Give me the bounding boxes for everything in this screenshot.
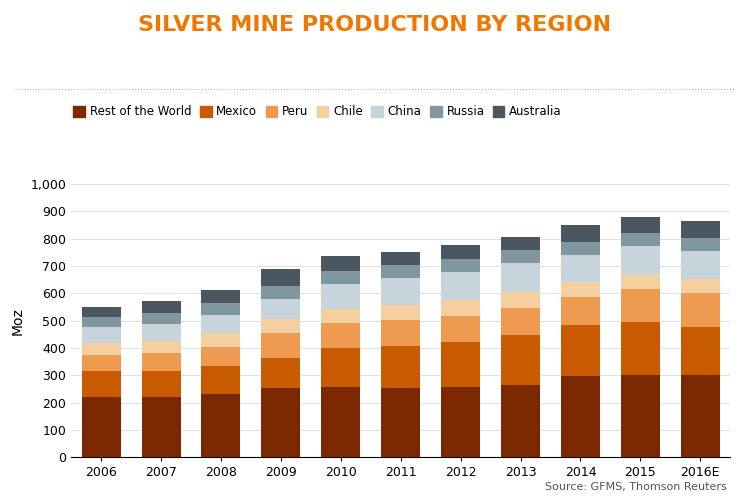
Bar — [321, 387, 360, 457]
Bar — [201, 394, 240, 457]
Bar — [381, 278, 420, 305]
Bar — [201, 303, 240, 315]
Bar — [561, 325, 600, 376]
Bar — [142, 397, 181, 457]
Bar — [381, 346, 420, 388]
Bar — [321, 284, 360, 309]
Bar — [142, 371, 181, 397]
Bar — [681, 375, 720, 457]
Bar — [82, 307, 121, 317]
Bar — [501, 263, 540, 292]
Bar — [561, 242, 600, 255]
Bar — [681, 251, 720, 279]
Bar — [201, 315, 240, 333]
Bar — [142, 301, 181, 313]
Bar — [681, 327, 720, 375]
Bar — [681, 279, 720, 293]
Bar — [142, 313, 181, 324]
Bar — [561, 225, 600, 242]
Bar — [561, 282, 600, 297]
Bar — [321, 309, 360, 323]
Bar — [561, 376, 600, 457]
Bar — [441, 272, 480, 300]
Bar — [501, 385, 540, 457]
Bar — [681, 293, 720, 327]
Bar — [441, 259, 480, 272]
Bar — [441, 387, 480, 457]
Bar — [501, 250, 540, 263]
Bar — [381, 265, 420, 278]
Bar — [441, 245, 480, 259]
Bar — [441, 316, 480, 342]
Text: Source: GFMS, Thomson Reuters: Source: GFMS, Thomson Reuters — [545, 482, 727, 492]
Bar — [381, 305, 420, 320]
Bar — [142, 340, 181, 353]
Bar — [261, 333, 300, 358]
Bar — [142, 353, 181, 371]
Bar — [261, 358, 300, 388]
Bar — [681, 238, 720, 251]
Bar — [381, 252, 420, 265]
Bar — [621, 275, 660, 289]
Bar — [321, 270, 360, 284]
Bar — [561, 297, 600, 325]
Bar — [501, 335, 540, 385]
Y-axis label: Moz: Moz — [11, 307, 25, 334]
Bar — [82, 328, 121, 343]
Bar — [321, 323, 360, 347]
Text: SILVER MINE PRODUCTION BY REGION: SILVER MINE PRODUCTION BY REGION — [138, 15, 611, 35]
Bar — [561, 255, 600, 282]
Bar — [261, 269, 300, 286]
Bar — [621, 289, 660, 322]
Bar — [621, 217, 660, 233]
Bar — [621, 375, 660, 457]
Bar — [142, 324, 181, 340]
Bar — [82, 397, 121, 457]
Legend: Rest of the World, Mexico, Peru, Chile, China, Russia, Australia: Rest of the World, Mexico, Peru, Chile, … — [73, 105, 562, 118]
Bar — [82, 343, 121, 355]
Bar — [501, 292, 540, 308]
Bar — [621, 322, 660, 375]
Bar — [201, 366, 240, 394]
Bar — [261, 299, 300, 320]
Bar — [321, 256, 360, 270]
Bar — [82, 317, 121, 328]
Bar — [381, 320, 420, 346]
Bar — [201, 333, 240, 346]
Bar — [321, 347, 360, 387]
Bar — [261, 388, 300, 457]
Bar — [261, 286, 300, 299]
Bar — [381, 388, 420, 457]
Bar — [681, 221, 720, 238]
Bar — [201, 290, 240, 303]
Bar — [441, 342, 480, 387]
Bar — [82, 355, 121, 371]
Bar — [501, 237, 540, 250]
Bar — [261, 320, 300, 333]
Bar — [501, 308, 540, 335]
Bar — [621, 246, 660, 275]
Bar — [82, 371, 121, 397]
Bar — [621, 233, 660, 246]
Bar — [441, 300, 480, 316]
Bar — [201, 346, 240, 366]
